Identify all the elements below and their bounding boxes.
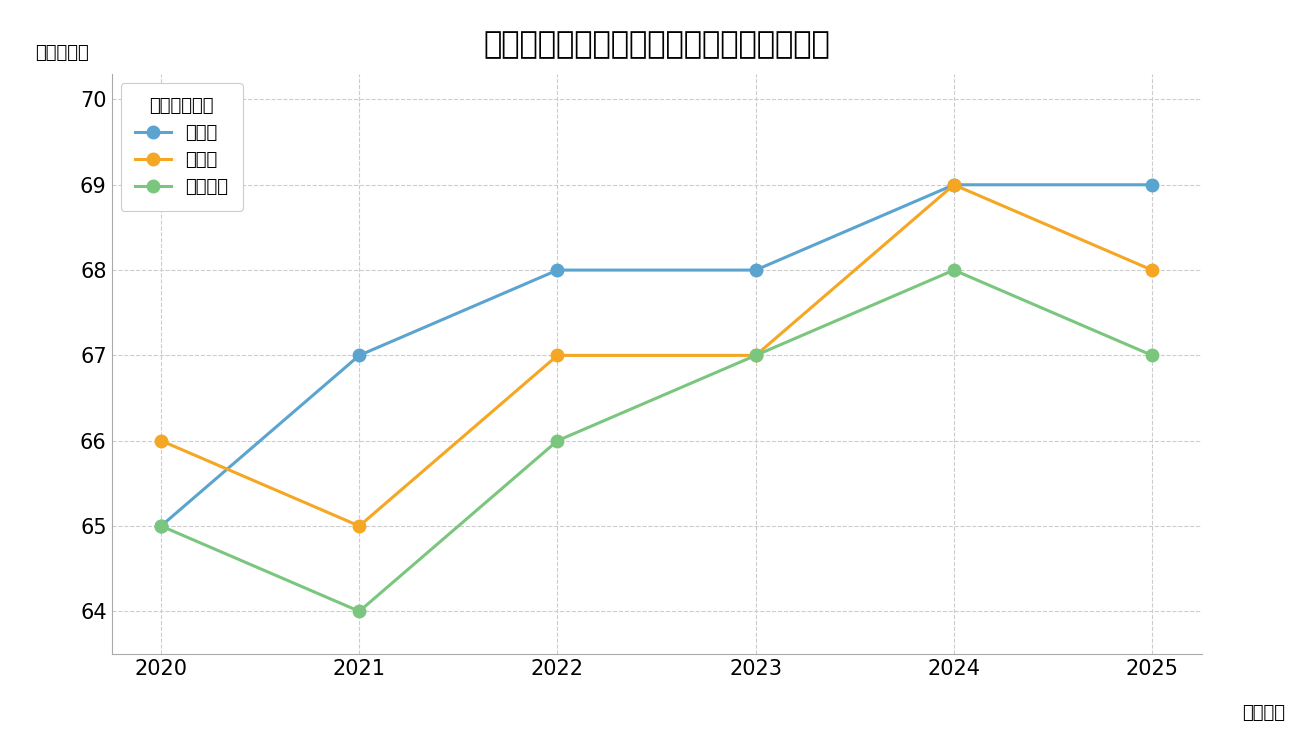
全国平均 bbox=[1144, 351, 1160, 360]
Legend: 当該校, 市平均, 全国平均: 当該校, 市平均, 全国平均 bbox=[121, 83, 243, 211]
市平均 bbox=[946, 180, 962, 190]
当該校 bbox=[351, 351, 367, 360]
全国平均 bbox=[153, 521, 169, 530]
全国平均 bbox=[550, 436, 566, 445]
市平均 bbox=[550, 351, 566, 360]
Line: 当該校: 当該校 bbox=[155, 178, 1158, 532]
市平均 bbox=[153, 436, 169, 445]
全国平均 bbox=[351, 607, 367, 616]
全国平均 bbox=[946, 265, 962, 274]
Title: 学力推移と全国・市平均との比較（数学）: 学力推移と全国・市平均との比較（数学） bbox=[484, 30, 829, 59]
当該校 bbox=[153, 521, 169, 530]
Line: 全国平均: 全国平均 bbox=[155, 264, 1158, 617]
当該校 bbox=[946, 180, 962, 190]
当該校 bbox=[1144, 180, 1160, 190]
当該校 bbox=[747, 265, 763, 274]
Text: （スコア）: （スコア） bbox=[35, 44, 88, 62]
全国平均 bbox=[747, 351, 763, 360]
Text: （年度）: （年度） bbox=[1242, 704, 1284, 722]
市平均 bbox=[747, 351, 763, 360]
市平均 bbox=[351, 521, 367, 530]
市平均 bbox=[1144, 265, 1160, 274]
当該校 bbox=[550, 265, 566, 274]
Line: 市平均: 市平均 bbox=[155, 178, 1158, 532]
